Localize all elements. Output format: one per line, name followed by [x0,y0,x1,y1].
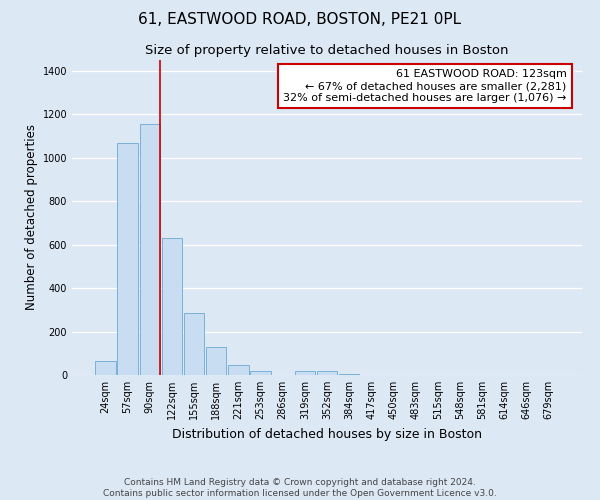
Bar [118,142,138,375]
Text: Contains HM Land Registry data © Crown copyright and database right 2024.
Contai: Contains HM Land Registry data © Crown c… [103,478,497,498]
Y-axis label: Number of detached properties: Number of detached properties [25,124,38,310]
Bar [339,374,359,375]
Bar [317,371,337,375]
Bar [228,365,248,375]
Bar [95,361,116,375]
Text: 61 EASTWOOD ROAD: 123sqm
← 67% of detached houses are smaller (2,281)
32% of sem: 61 EASTWOOD ROAD: 123sqm ← 67% of detach… [283,70,567,102]
Bar [206,347,226,375]
Title: Size of property relative to detached houses in Boston: Size of property relative to detached ho… [145,44,509,58]
Bar [295,370,315,375]
Text: 61, EASTWOOD ROAD, BOSTON, PE21 0PL: 61, EASTWOOD ROAD, BOSTON, PE21 0PL [139,12,461,28]
Bar [140,124,160,375]
Bar [161,238,182,375]
X-axis label: Distribution of detached houses by size in Boston: Distribution of detached houses by size … [172,428,482,440]
Bar [184,313,204,375]
Bar [250,370,271,375]
